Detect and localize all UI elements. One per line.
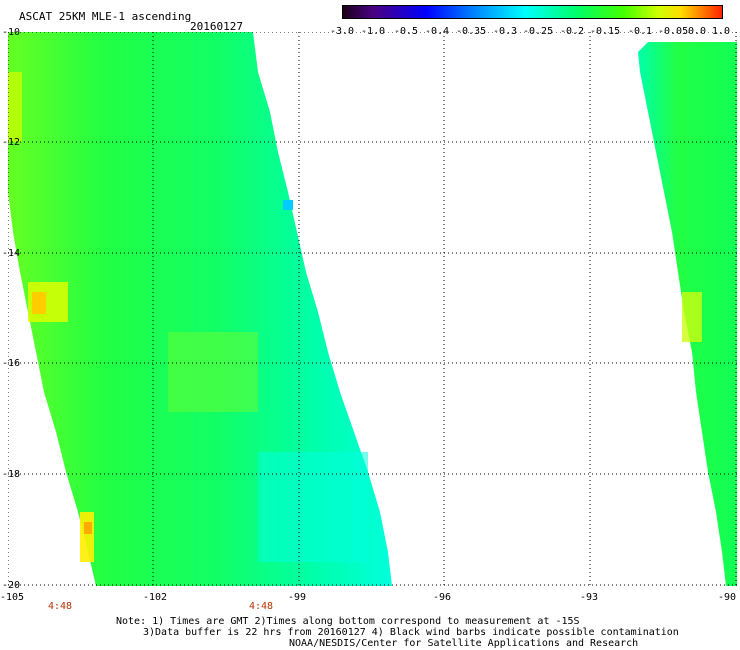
lat-label: -20: [2, 580, 21, 591]
colorbar-label: -3.0: [330, 26, 355, 37]
lon-label: -93: [580, 592, 599, 603]
colorbar-label: -0.05: [658, 26, 689, 37]
map-date: 20160127: [190, 20, 243, 33]
colorbar-label: -1.0: [361, 26, 386, 37]
time-label: 4:48: [48, 601, 73, 612]
data-patch: [84, 522, 92, 534]
lon-label: -102: [143, 592, 168, 603]
colorbar-label: -0.5: [394, 26, 419, 37]
lon-label: -105: [0, 592, 25, 603]
data-patch: [168, 332, 258, 412]
wind-map-plot: [8, 32, 737, 586]
lon-label: -90: [718, 592, 737, 603]
data-patch: [682, 292, 702, 342]
note-line: 3)Data buffer is 22 hrs from 20160127 4)…: [143, 627, 679, 638]
colorbar-label: -0.25: [523, 26, 554, 37]
data-patch: [8, 72, 22, 142]
data-patch: [80, 512, 94, 562]
note-line: Note: 1) Times are GMT 2)Times along bot…: [116, 616, 580, 627]
lat-label: -18: [2, 469, 21, 480]
lat-label: -14: [2, 248, 21, 259]
colorbar-label: -0.3: [493, 26, 518, 37]
data-patch: [32, 292, 46, 314]
lon-label: -99: [288, 592, 307, 603]
lat-label: -16: [2, 358, 21, 369]
lat-label: -10: [2, 27, 21, 38]
colorbar: [342, 5, 723, 19]
colorbar-label: -0.4: [425, 26, 450, 37]
time-label: 4:48: [249, 601, 274, 612]
colorbar-label: 0.0: [688, 26, 707, 37]
lon-label: -96: [433, 592, 452, 603]
data-patch: [283, 200, 293, 210]
left-swath: [8, 32, 392, 586]
data-patch: [258, 452, 368, 562]
map-title: ASCAT 25KM MLE-1 ascending: [19, 10, 192, 23]
colorbar-label: 1.0: [712, 26, 731, 37]
colorbar-label: -0.15: [590, 26, 621, 37]
lat-label: -12: [2, 137, 21, 148]
note-line: NOAA/NESDIS/Center for Satellite Applica…: [289, 638, 639, 649]
graticule: [8, 32, 737, 586]
colorbar-label: -0.35: [456, 26, 487, 37]
